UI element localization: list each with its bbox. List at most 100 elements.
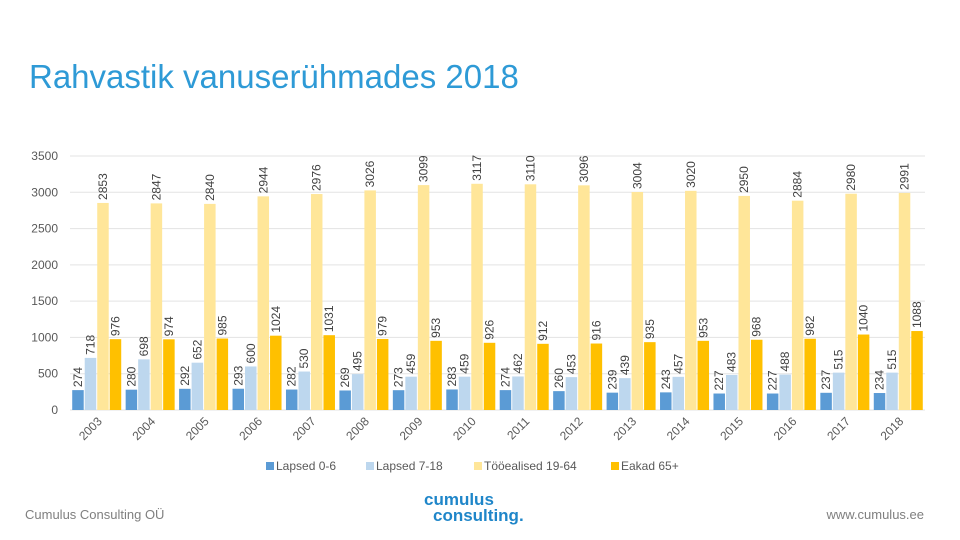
- x-tick-label: 2015: [717, 414, 746, 443]
- data-label: 283: [445, 366, 459, 386]
- y-tick-label: 2500: [31, 222, 58, 236]
- data-label: 282: [285, 366, 299, 386]
- data-label: 985: [215, 315, 229, 335]
- data-label: 698: [137, 336, 151, 356]
- company-logo: cumulus consulting.: [424, 490, 524, 524]
- legend-swatch: [266, 462, 274, 470]
- x-tick-label: 2003: [76, 414, 105, 443]
- bar-lapsed-7-18-2015: [725, 374, 738, 410]
- data-label: 2853: [96, 173, 110, 200]
- data-label: 953: [696, 317, 710, 337]
- footer-company: Cumulus Consulting OÜ: [25, 507, 165, 522]
- legend-label: Lapsed 0-6: [276, 459, 336, 473]
- data-label: 269: [338, 367, 352, 387]
- bar-lapsed-0-6-2015: [713, 393, 725, 410]
- bar-t-ealised-19-64-2007: [310, 194, 323, 410]
- chart-bars: [72, 183, 923, 410]
- bar-t-ealised-19-64-2013: [631, 191, 644, 410]
- data-label: 459: [404, 353, 418, 373]
- bar-eakad-65--2008: [376, 338, 389, 410]
- bar-lapsed-0-6-2018: [873, 393, 886, 410]
- data-label: 2840: [203, 174, 217, 201]
- slide-title: Rahvastik vanuserühmades 2018: [29, 58, 519, 95]
- data-label: 968: [750, 316, 764, 336]
- data-label: 2980: [844, 164, 858, 191]
- bar-lapsed-7-18-2008: [351, 374, 364, 410]
- data-label: 3099: [417, 155, 431, 182]
- bar-lapsed-7-18-2018: [886, 372, 898, 410]
- logo-line-1: cumulus: [424, 490, 494, 509]
- bar-lapsed-0-6-2011: [499, 390, 512, 410]
- data-label: 912: [536, 320, 550, 340]
- data-label: 926: [483, 319, 497, 339]
- x-tick-label: 2006: [236, 414, 265, 443]
- bar-eakad-65--2012: [590, 343, 603, 410]
- data-label: 293: [231, 365, 245, 385]
- data-label: 515: [832, 349, 846, 369]
- y-tick-label: 500: [38, 367, 58, 381]
- data-label: 260: [552, 368, 566, 388]
- bar-lapsed-0-6-2012: [553, 391, 565, 410]
- legend-swatch: [366, 462, 374, 470]
- x-tick-label: 2010: [450, 414, 479, 443]
- data-label: 2847: [149, 173, 163, 200]
- bar-t-ealised-19-64-2014: [685, 190, 697, 410]
- bar-lapsed-7-18-2009: [405, 376, 417, 410]
- data-label: 483: [725, 352, 739, 372]
- legend-swatch: [611, 462, 619, 470]
- data-label: 227: [766, 370, 780, 390]
- bar-eakad-65--2011: [537, 343, 549, 410]
- data-label: 3110: [523, 155, 537, 181]
- y-tick-label: 1000: [31, 330, 58, 344]
- data-label: 488: [778, 351, 792, 371]
- data-label: 3004: [630, 162, 644, 189]
- y-tick-label: 1500: [31, 294, 58, 308]
- y-tick-label: 2000: [31, 258, 58, 272]
- data-label: 495: [351, 351, 365, 371]
- bar-lapsed-0-6-2003: [72, 390, 84, 410]
- bar-lapsed-0-6-2004: [125, 389, 138, 410]
- data-label: 652: [190, 339, 204, 359]
- footer-website[interactable]: www.cumulus.ee: [826, 507, 924, 522]
- bar-t-ealised-19-64-2006: [257, 196, 270, 410]
- x-tick-label: 2012: [557, 414, 586, 443]
- data-label: 439: [618, 355, 632, 375]
- bar-lapsed-7-18-2011: [512, 376, 524, 410]
- bar-eakad-65--2006: [270, 335, 282, 410]
- data-label: 2944: [256, 166, 270, 193]
- bar-lapsed-0-6-2013: [606, 392, 619, 410]
- bar-t-ealised-19-64-2009: [417, 185, 430, 410]
- data-label: 292: [178, 365, 192, 385]
- y-tick-label: 3500: [31, 149, 58, 163]
- legend-label: Tööealised 19-64: [484, 459, 577, 473]
- y-tick-label: 0: [51, 403, 58, 417]
- data-label: 1040: [857, 305, 871, 332]
- bar-lapsed-0-6-2009: [392, 390, 405, 410]
- bar-lapsed-0-6-2010: [446, 389, 458, 410]
- bar-eakad-65--2014: [697, 340, 710, 410]
- legend-label: Eakad 65+: [621, 459, 679, 473]
- y-tick-label: 3000: [31, 185, 58, 199]
- x-tick-label: 2013: [610, 414, 639, 443]
- data-label: 976: [108, 316, 122, 336]
- bar-t-ealised-19-64-2016: [791, 200, 804, 410]
- bar-t-ealised-19-64-2003: [97, 202, 109, 410]
- x-tick-label: 2018: [878, 414, 907, 443]
- data-label: 234: [873, 370, 887, 390]
- bar-t-ealised-19-64-2005: [204, 203, 216, 410]
- bar-lapsed-0-6-2007: [285, 389, 298, 410]
- bar-eakad-65--2018: [911, 331, 923, 410]
- data-label: 280: [124, 366, 138, 386]
- bar-lapsed-0-6-2016: [766, 393, 779, 410]
- data-label: 274: [498, 367, 512, 387]
- x-tick-label: 2014: [664, 414, 693, 443]
- data-label: 227: [712, 370, 726, 390]
- bar-t-ealised-19-64-2004: [150, 203, 163, 410]
- bar-lapsed-7-18-2005: [191, 362, 204, 410]
- data-label: 3117: [470, 155, 484, 181]
- bar-t-ealised-19-64-2015: [738, 195, 750, 410]
- data-label: 243: [659, 369, 673, 389]
- bar-t-ealised-19-64-2010: [471, 183, 483, 410]
- chart-y-axis: 0 500 1000 1500 2000 2500 3000 3500: [31, 149, 58, 417]
- bar-eakad-65--2009: [430, 340, 442, 410]
